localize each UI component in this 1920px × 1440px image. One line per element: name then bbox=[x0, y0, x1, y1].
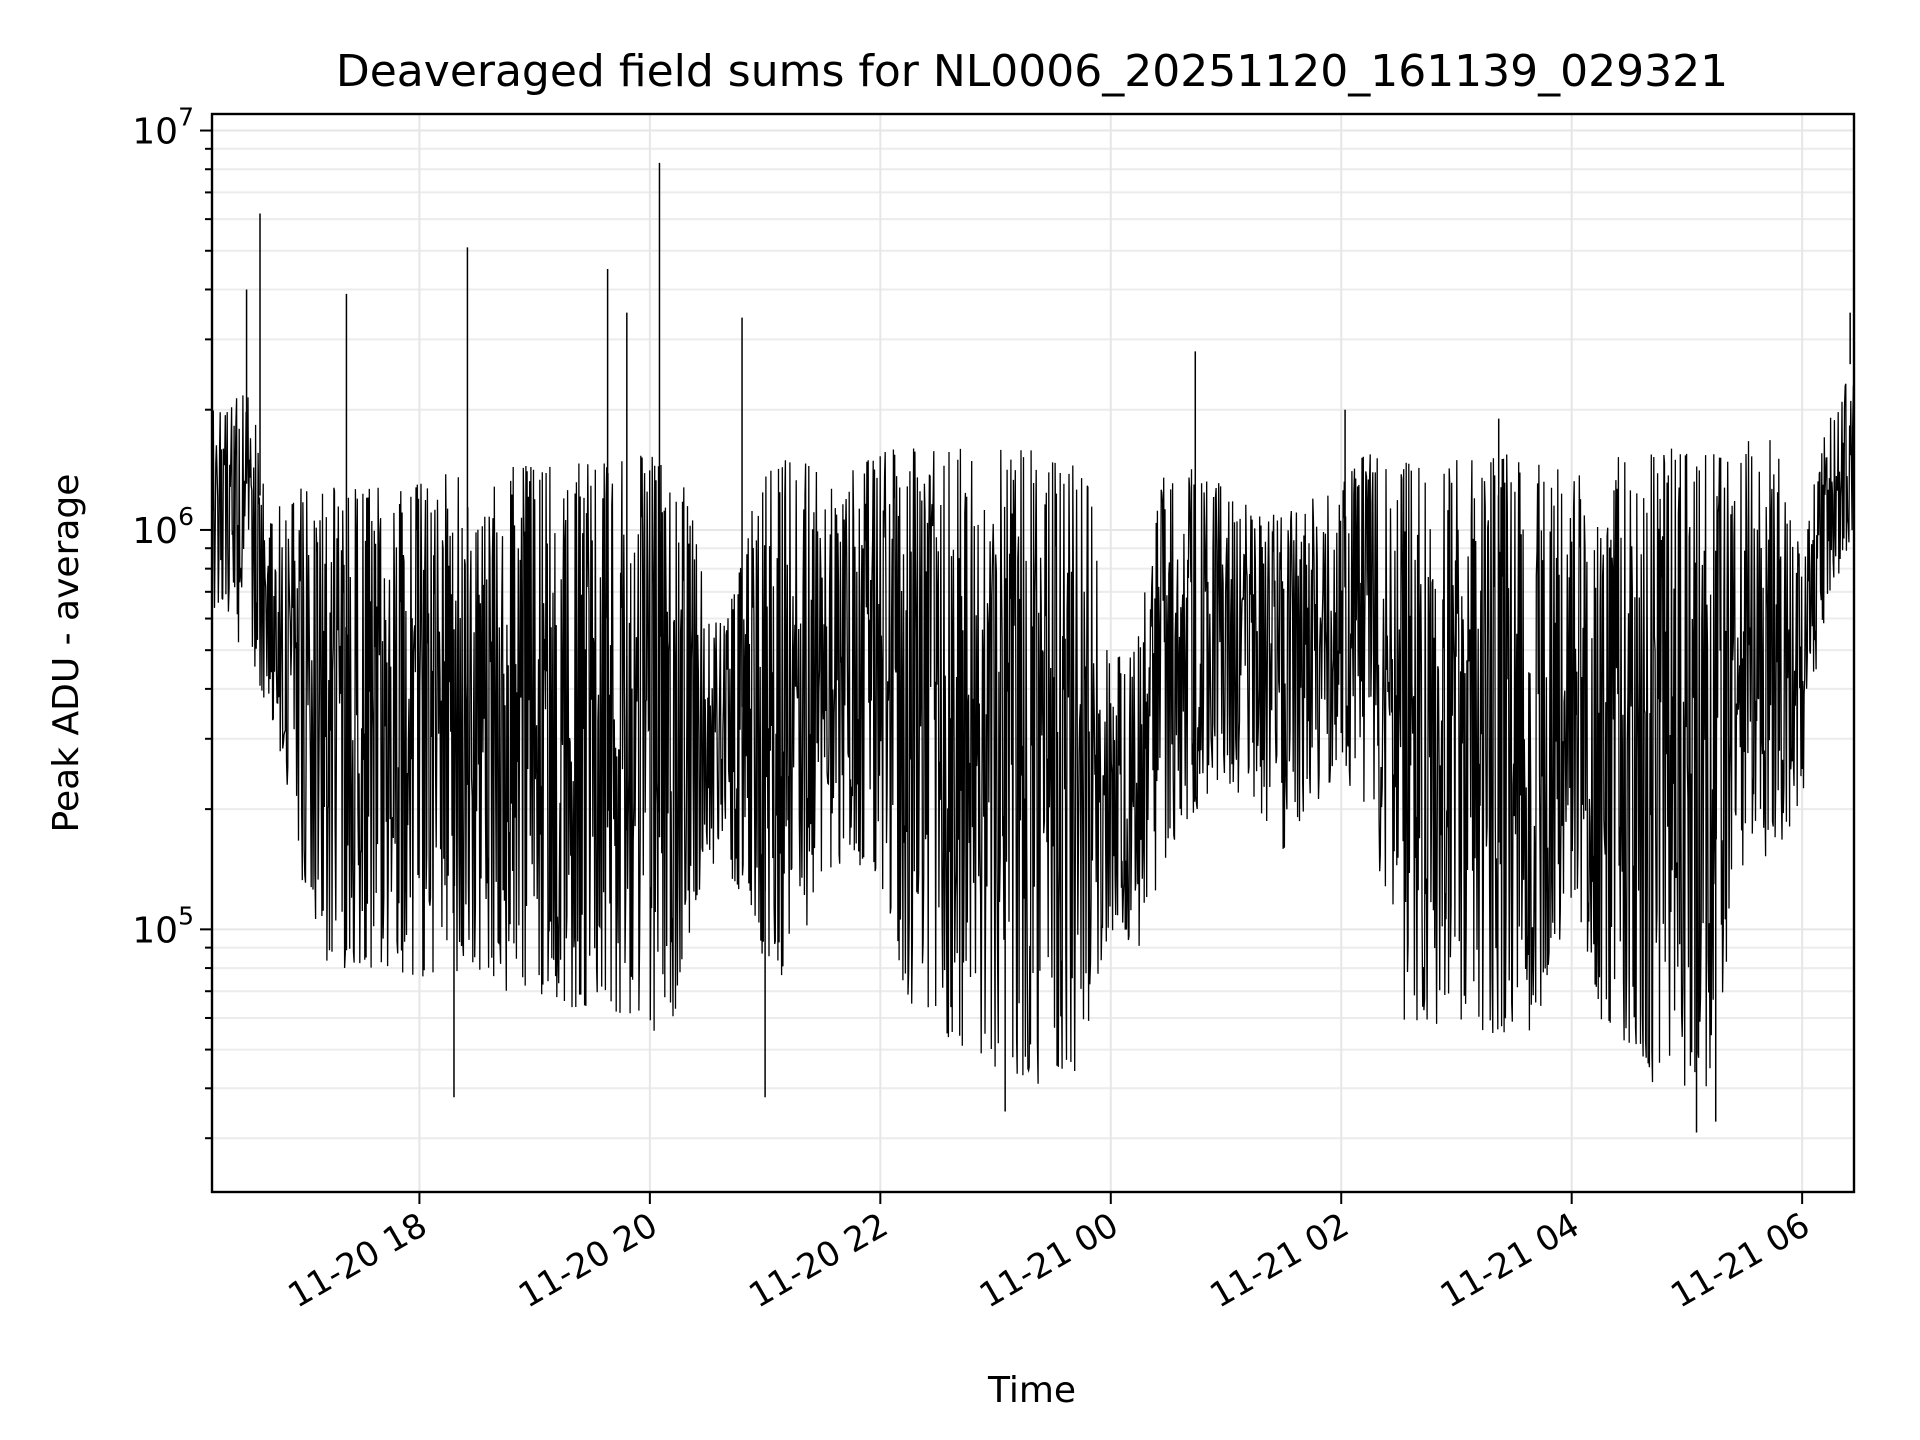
y-axis: 105 106 107 bbox=[132, 103, 212, 1140]
x-axis: 11-20 18 11-20 20 11-20 22 11-21 00 11-21 02… bbox=[282, 1192, 1817, 1316]
y-tick-label: 107 bbox=[132, 103, 194, 153]
x-tick-label: 11-21 06 bbox=[1664, 1205, 1816, 1316]
x-tick-label: 11-21 02 bbox=[1203, 1205, 1355, 1316]
chart-title: Deaveraged field sums for NL0006_2025112… bbox=[336, 46, 1728, 97]
x-axis-label: Time bbox=[987, 1370, 1076, 1411]
y-tick-label: 105 bbox=[132, 901, 194, 951]
x-tick-label: 11-21 00 bbox=[973, 1205, 1125, 1316]
x-tick-label: 11-20 20 bbox=[512, 1205, 664, 1316]
plot-area bbox=[211, 162, 1855, 1133]
x-tick-label: 11-20 22 bbox=[742, 1205, 894, 1316]
axes-frame bbox=[210, 112, 1856, 1194]
series-line bbox=[211, 383, 1855, 1087]
x-tick-label: 11-21 04 bbox=[1434, 1205, 1586, 1316]
x-tick-label: 11-20 18 bbox=[282, 1205, 434, 1316]
y-tick-label: 106 bbox=[132, 502, 194, 552]
y-axis-label: Peak ADU - average bbox=[46, 474, 87, 833]
